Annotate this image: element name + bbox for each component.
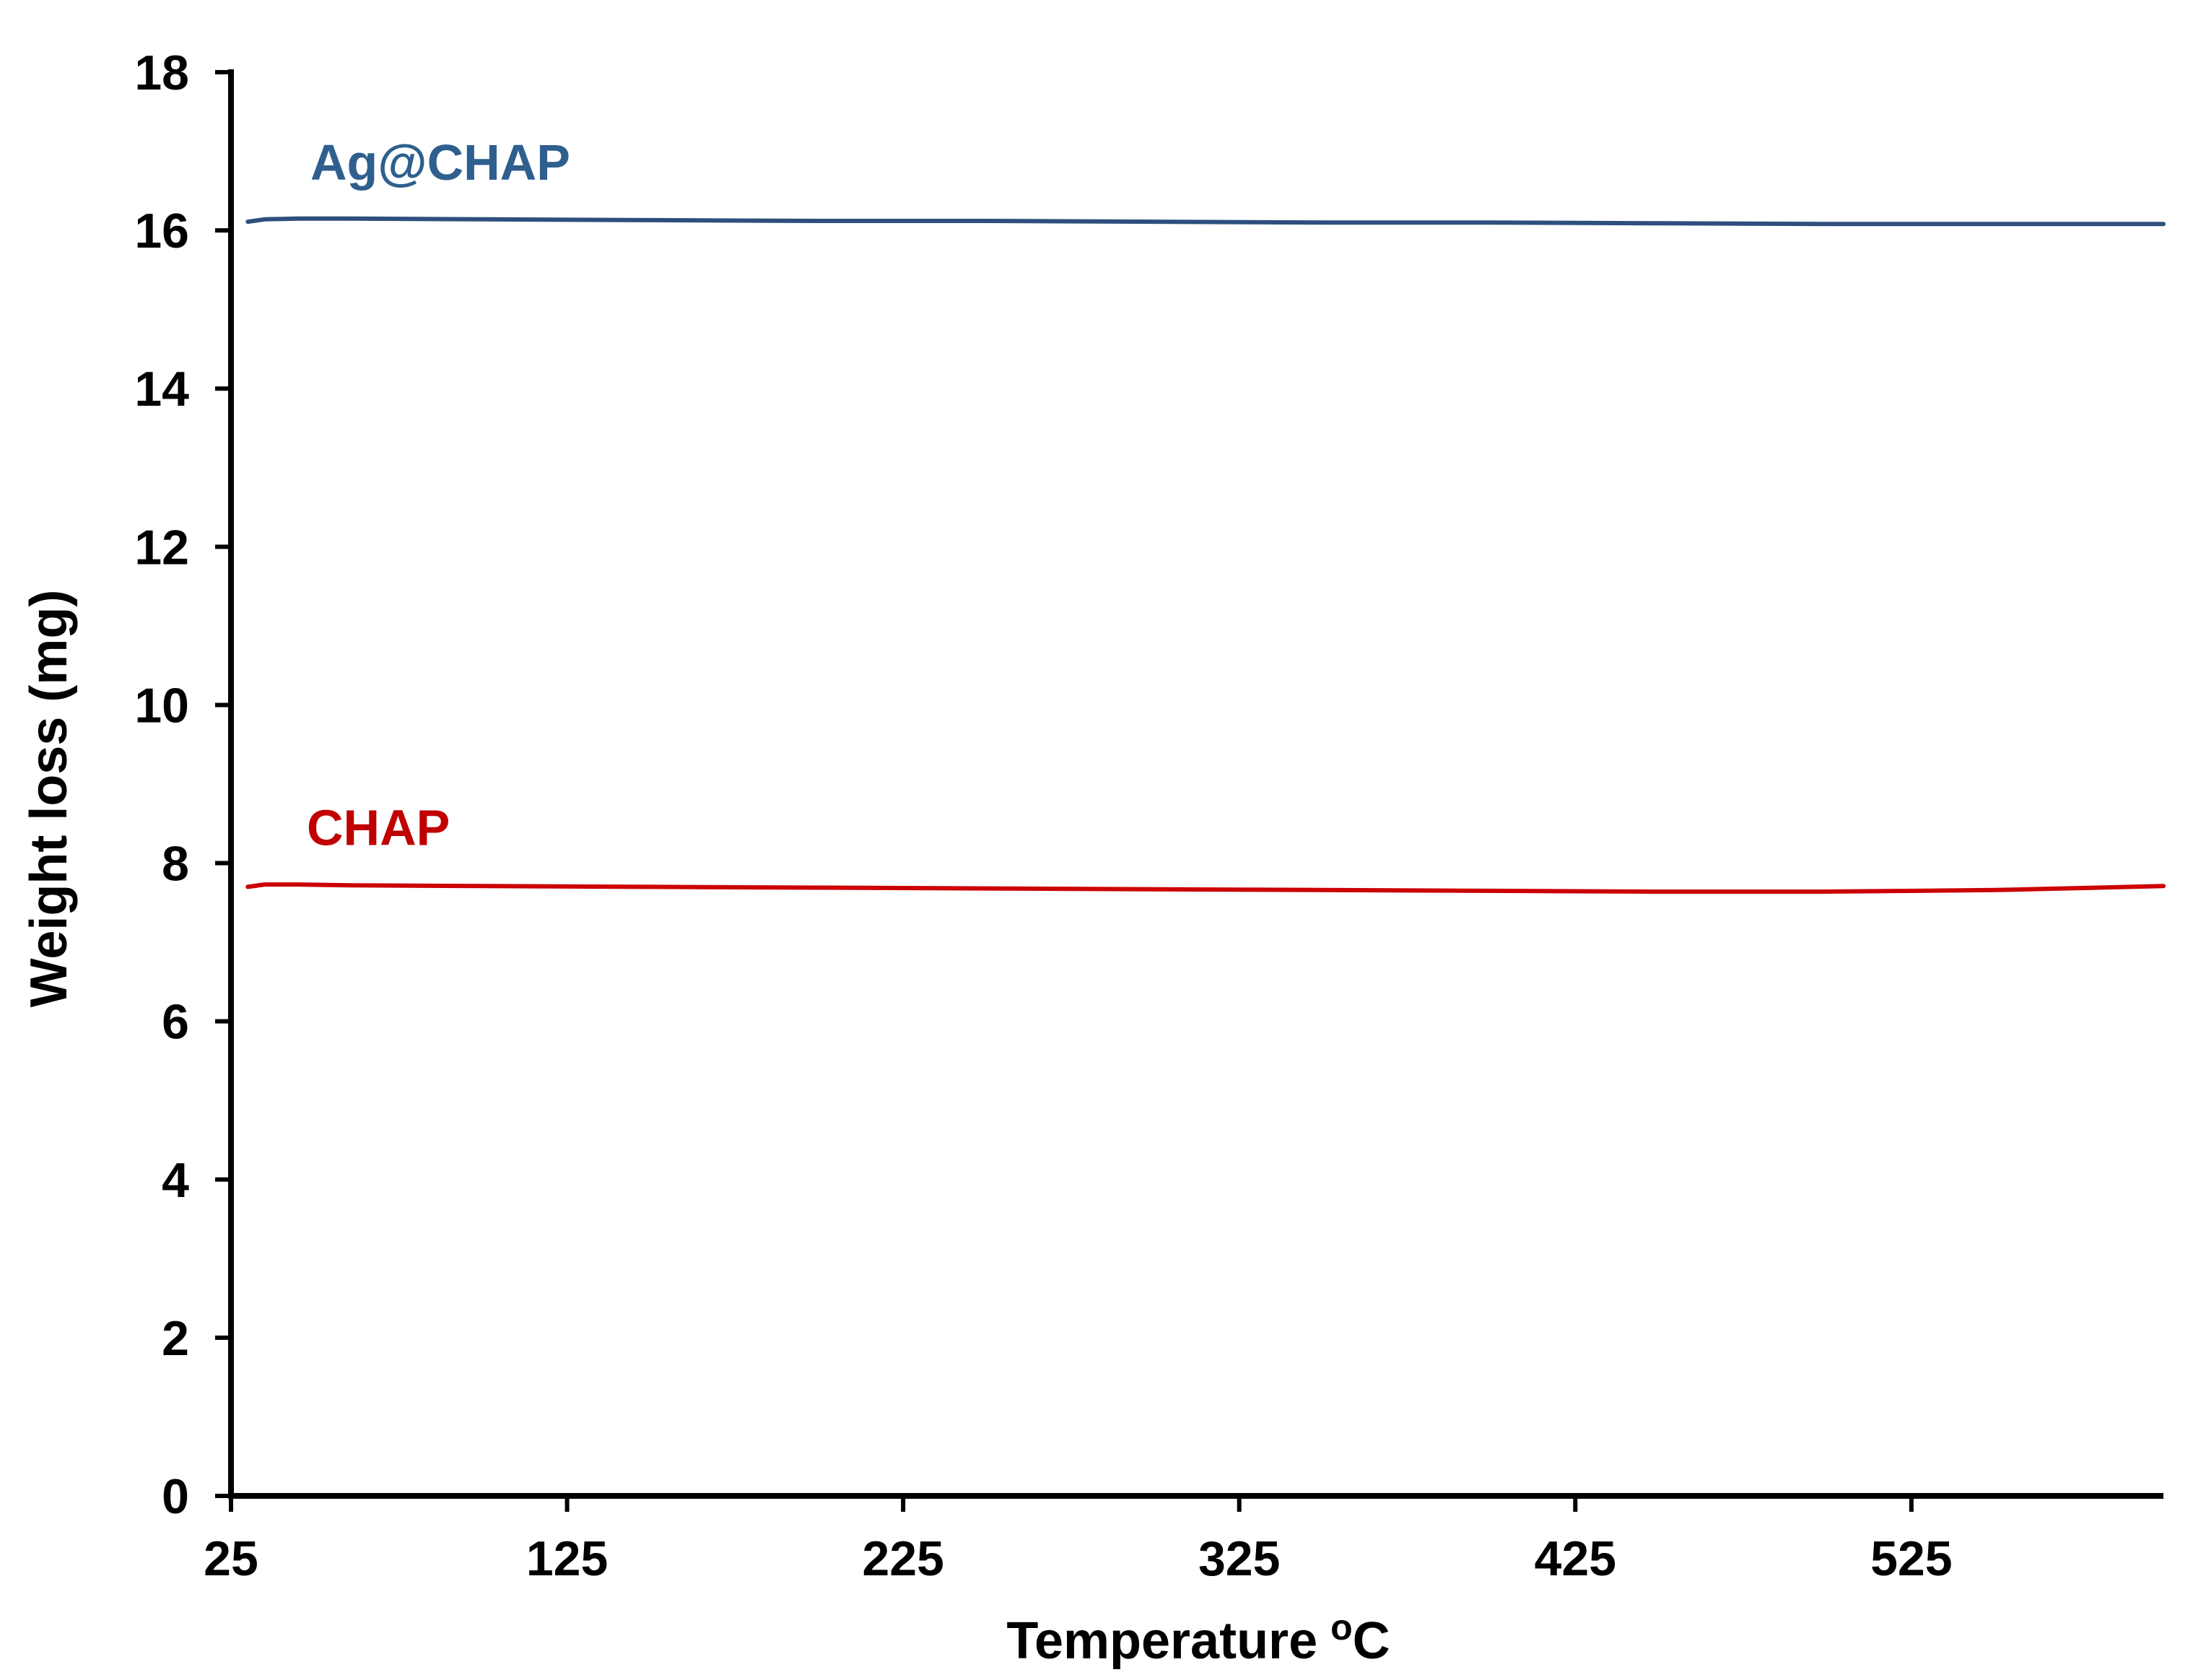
y-tick-label: 10 bbox=[134, 678, 189, 733]
x-axis-title-unit: C bbox=[1353, 1612, 1390, 1670]
y-tick-label: 8 bbox=[162, 837, 189, 892]
x-tick-label: 25 bbox=[204, 1531, 258, 1586]
y-tick-label: 2 bbox=[162, 1311, 189, 1366]
x-tick-label: 225 bbox=[862, 1531, 943, 1586]
x-tick-label: 525 bbox=[1870, 1531, 1952, 1586]
x-axis-title-superscript: o bbox=[1330, 1607, 1353, 1648]
y-tick-label: 6 bbox=[162, 995, 189, 1050]
series-label-1: CHAP bbox=[307, 799, 450, 856]
x-axis-title-text: Temperature bbox=[1006, 1612, 1317, 1670]
x-tick-label: 125 bbox=[526, 1531, 608, 1586]
y-tick-label: 4 bbox=[162, 1153, 189, 1208]
y-tick-label: 14 bbox=[134, 362, 189, 417]
y-tick-label: 12 bbox=[134, 520, 189, 575]
x-tick-label: 325 bbox=[1198, 1531, 1280, 1586]
plot-area: Ag@CHAP CHAP 0 2 4 6 8 10 12 14 16 18 25 125 225 325 42… bbox=[134, 45, 2166, 1586]
series-layer: Ag@CHAP CHAP bbox=[245, 134, 2166, 894]
x-axis-title: Temperature oC bbox=[1006, 1607, 1390, 1670]
series-line-0 bbox=[245, 216, 2166, 227]
series-line-1 bbox=[245, 882, 2166, 894]
series-label-0: Ag@CHAP bbox=[310, 134, 570, 191]
x-tick-label: 425 bbox=[1535, 1531, 1616, 1586]
y-tick-label: 16 bbox=[134, 204, 189, 258]
y-tick-label: 0 bbox=[162, 1469, 189, 1524]
ticks-layer: 0 2 4 6 8 10 12 14 16 18 25 125 225 325 425 525 bbox=[134, 45, 1952, 1586]
y-tick-label: 18 bbox=[134, 45, 189, 100]
y-axis-title: Weight loss (mg) bbox=[20, 590, 78, 1008]
